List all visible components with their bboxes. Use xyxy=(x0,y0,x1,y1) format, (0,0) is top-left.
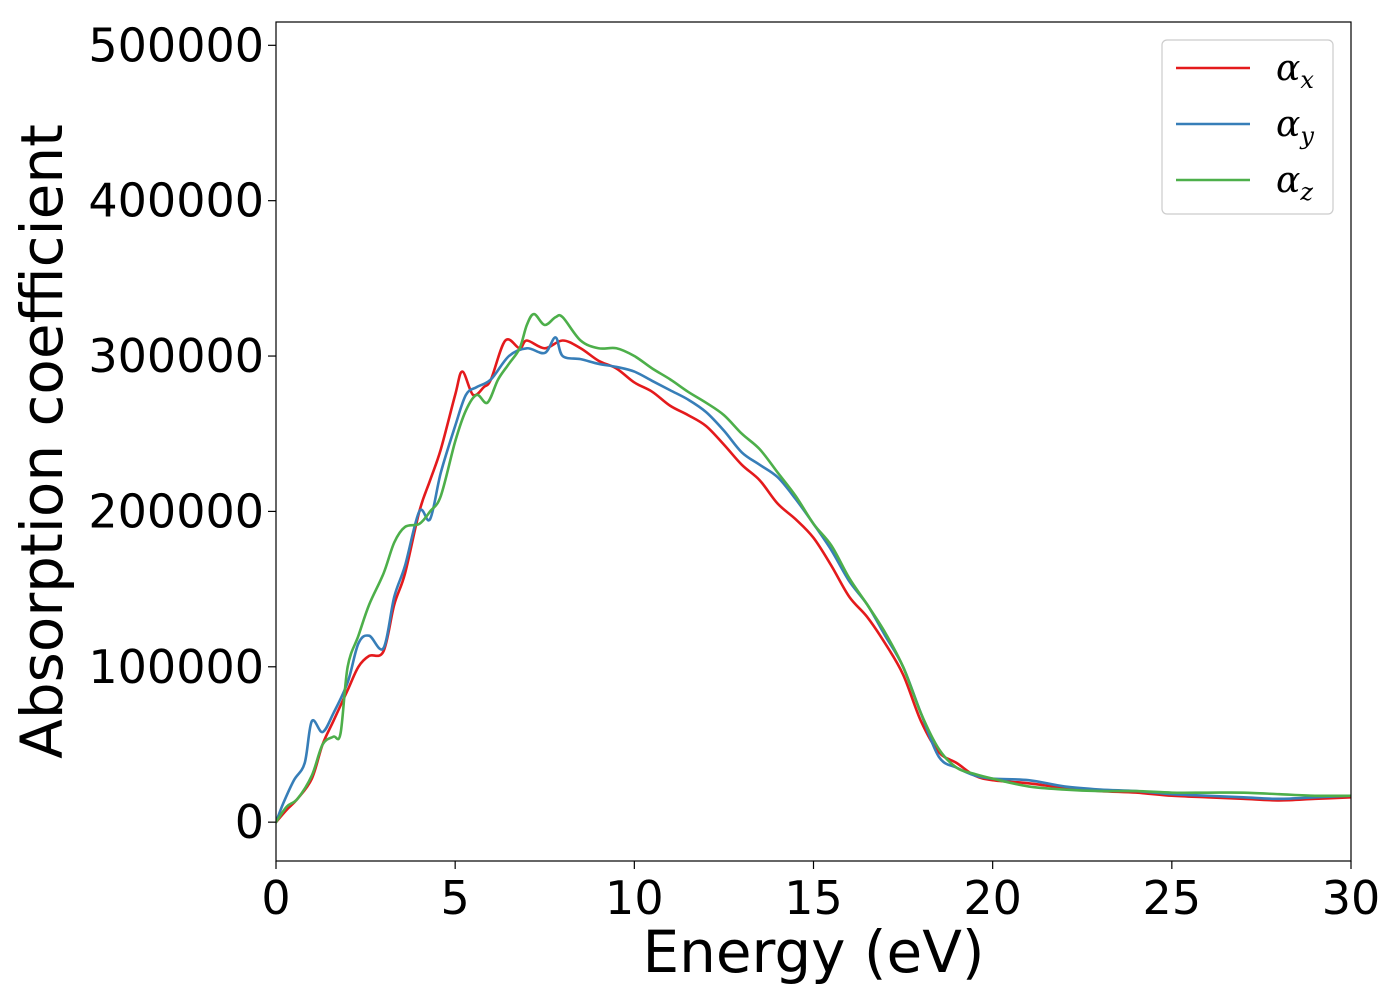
series-line-alpha-x xyxy=(276,338,1351,824)
x-tick-label: 10 xyxy=(605,871,664,925)
series-layer xyxy=(276,312,1351,824)
legend-label-alpha-z: αz xyxy=(1276,160,1313,206)
x-axis: 0 5 10 15 20 25 30 xyxy=(261,861,1380,925)
y-tick-label: 100000 xyxy=(88,640,264,694)
legend-symbol: α xyxy=(1276,104,1300,145)
x-tick-label: 0 xyxy=(261,871,290,925)
legend-subscript: y xyxy=(1299,122,1314,150)
legend-symbol: α xyxy=(1276,160,1300,201)
y-tick-label: 0 xyxy=(235,795,264,849)
x-tick-label: 30 xyxy=(1322,871,1381,925)
x-axis-title: Energy (eV) xyxy=(642,918,984,986)
series-line-alpha-y xyxy=(276,336,1351,824)
y-axis-title: Absorption coefficient xyxy=(8,124,76,759)
legend-label-alpha-y: αy xyxy=(1276,104,1314,150)
x-tick-label: 5 xyxy=(441,871,470,925)
legend-subscript: x xyxy=(1300,66,1314,94)
y-tick-label: 300000 xyxy=(88,329,264,383)
y-tick-label: 400000 xyxy=(88,174,264,228)
y-tick-label: 200000 xyxy=(88,484,264,538)
legend-symbol: α xyxy=(1276,48,1300,89)
series-line-alpha-z xyxy=(276,312,1351,824)
legend-label-alpha-x: αx xyxy=(1276,48,1314,94)
legend-subscript: z xyxy=(1299,178,1313,206)
x-tick-label: 15 xyxy=(784,871,843,925)
y-axis: 0 100000 200000 300000 400000 500000 xyxy=(88,18,276,849)
y-tick-label: 500000 xyxy=(88,18,264,72)
x-tick-label: 25 xyxy=(1143,871,1202,925)
x-tick-label: 20 xyxy=(963,871,1022,925)
legend-box xyxy=(1161,39,1334,215)
